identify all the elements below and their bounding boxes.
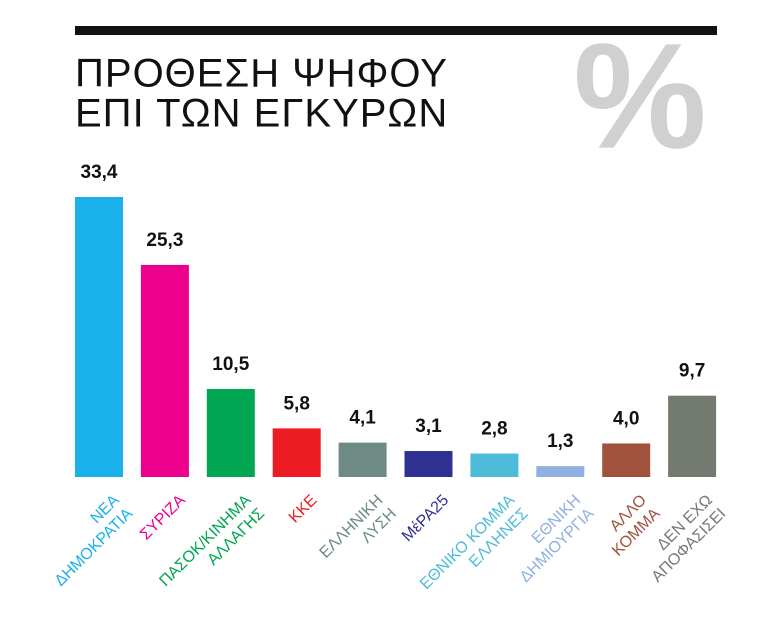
value-label: 4,0 <box>613 408 639 429</box>
value-label: 33,4 <box>81 162 118 183</box>
bar <box>668 395 717 477</box>
bar <box>75 197 123 477</box>
bar <box>404 451 453 477</box>
value-label: 5,8 <box>283 393 309 414</box>
bar <box>338 442 387 477</box>
value-label: 25,3 <box>146 230 183 251</box>
x-tick-label: ΣΥΡΙΖΑ <box>137 492 189 544</box>
top-rule <box>75 26 717 35</box>
x-tick-label-line: ΜέΡΑ25 <box>399 492 452 545</box>
x-tick-label-line: ΚΚΕ <box>286 492 321 527</box>
chart-title: ΠΡΟΘΕΣΗ ΨΗΦΟΥ <box>75 52 448 96</box>
x-tick-label: ΚΚΕ <box>286 492 321 527</box>
value-label: 1,3 <box>547 431 573 452</box>
bar <box>602 443 651 477</box>
x-tick-label: ΜέΡΑ25 <box>399 492 452 545</box>
bar <box>206 388 255 477</box>
bar <box>470 453 519 477</box>
x-tick-label-line: ΣΥΡΙΖΑ <box>137 492 189 544</box>
chart-title: ΕΠΙ ΤΩΝ ΕΓΚΥΡΩΝ <box>75 92 448 136</box>
percent-symbol: % <box>573 12 706 180</box>
bar <box>272 428 321 477</box>
value-label: 10,5 <box>212 354 249 375</box>
value-label: 3,1 <box>415 416 442 437</box>
bar <box>536 466 585 477</box>
value-label: 2,8 <box>481 419 507 440</box>
bar <box>140 264 189 477</box>
value-label: 4,1 <box>349 408 376 429</box>
value-label: 9,7 <box>679 361 705 382</box>
